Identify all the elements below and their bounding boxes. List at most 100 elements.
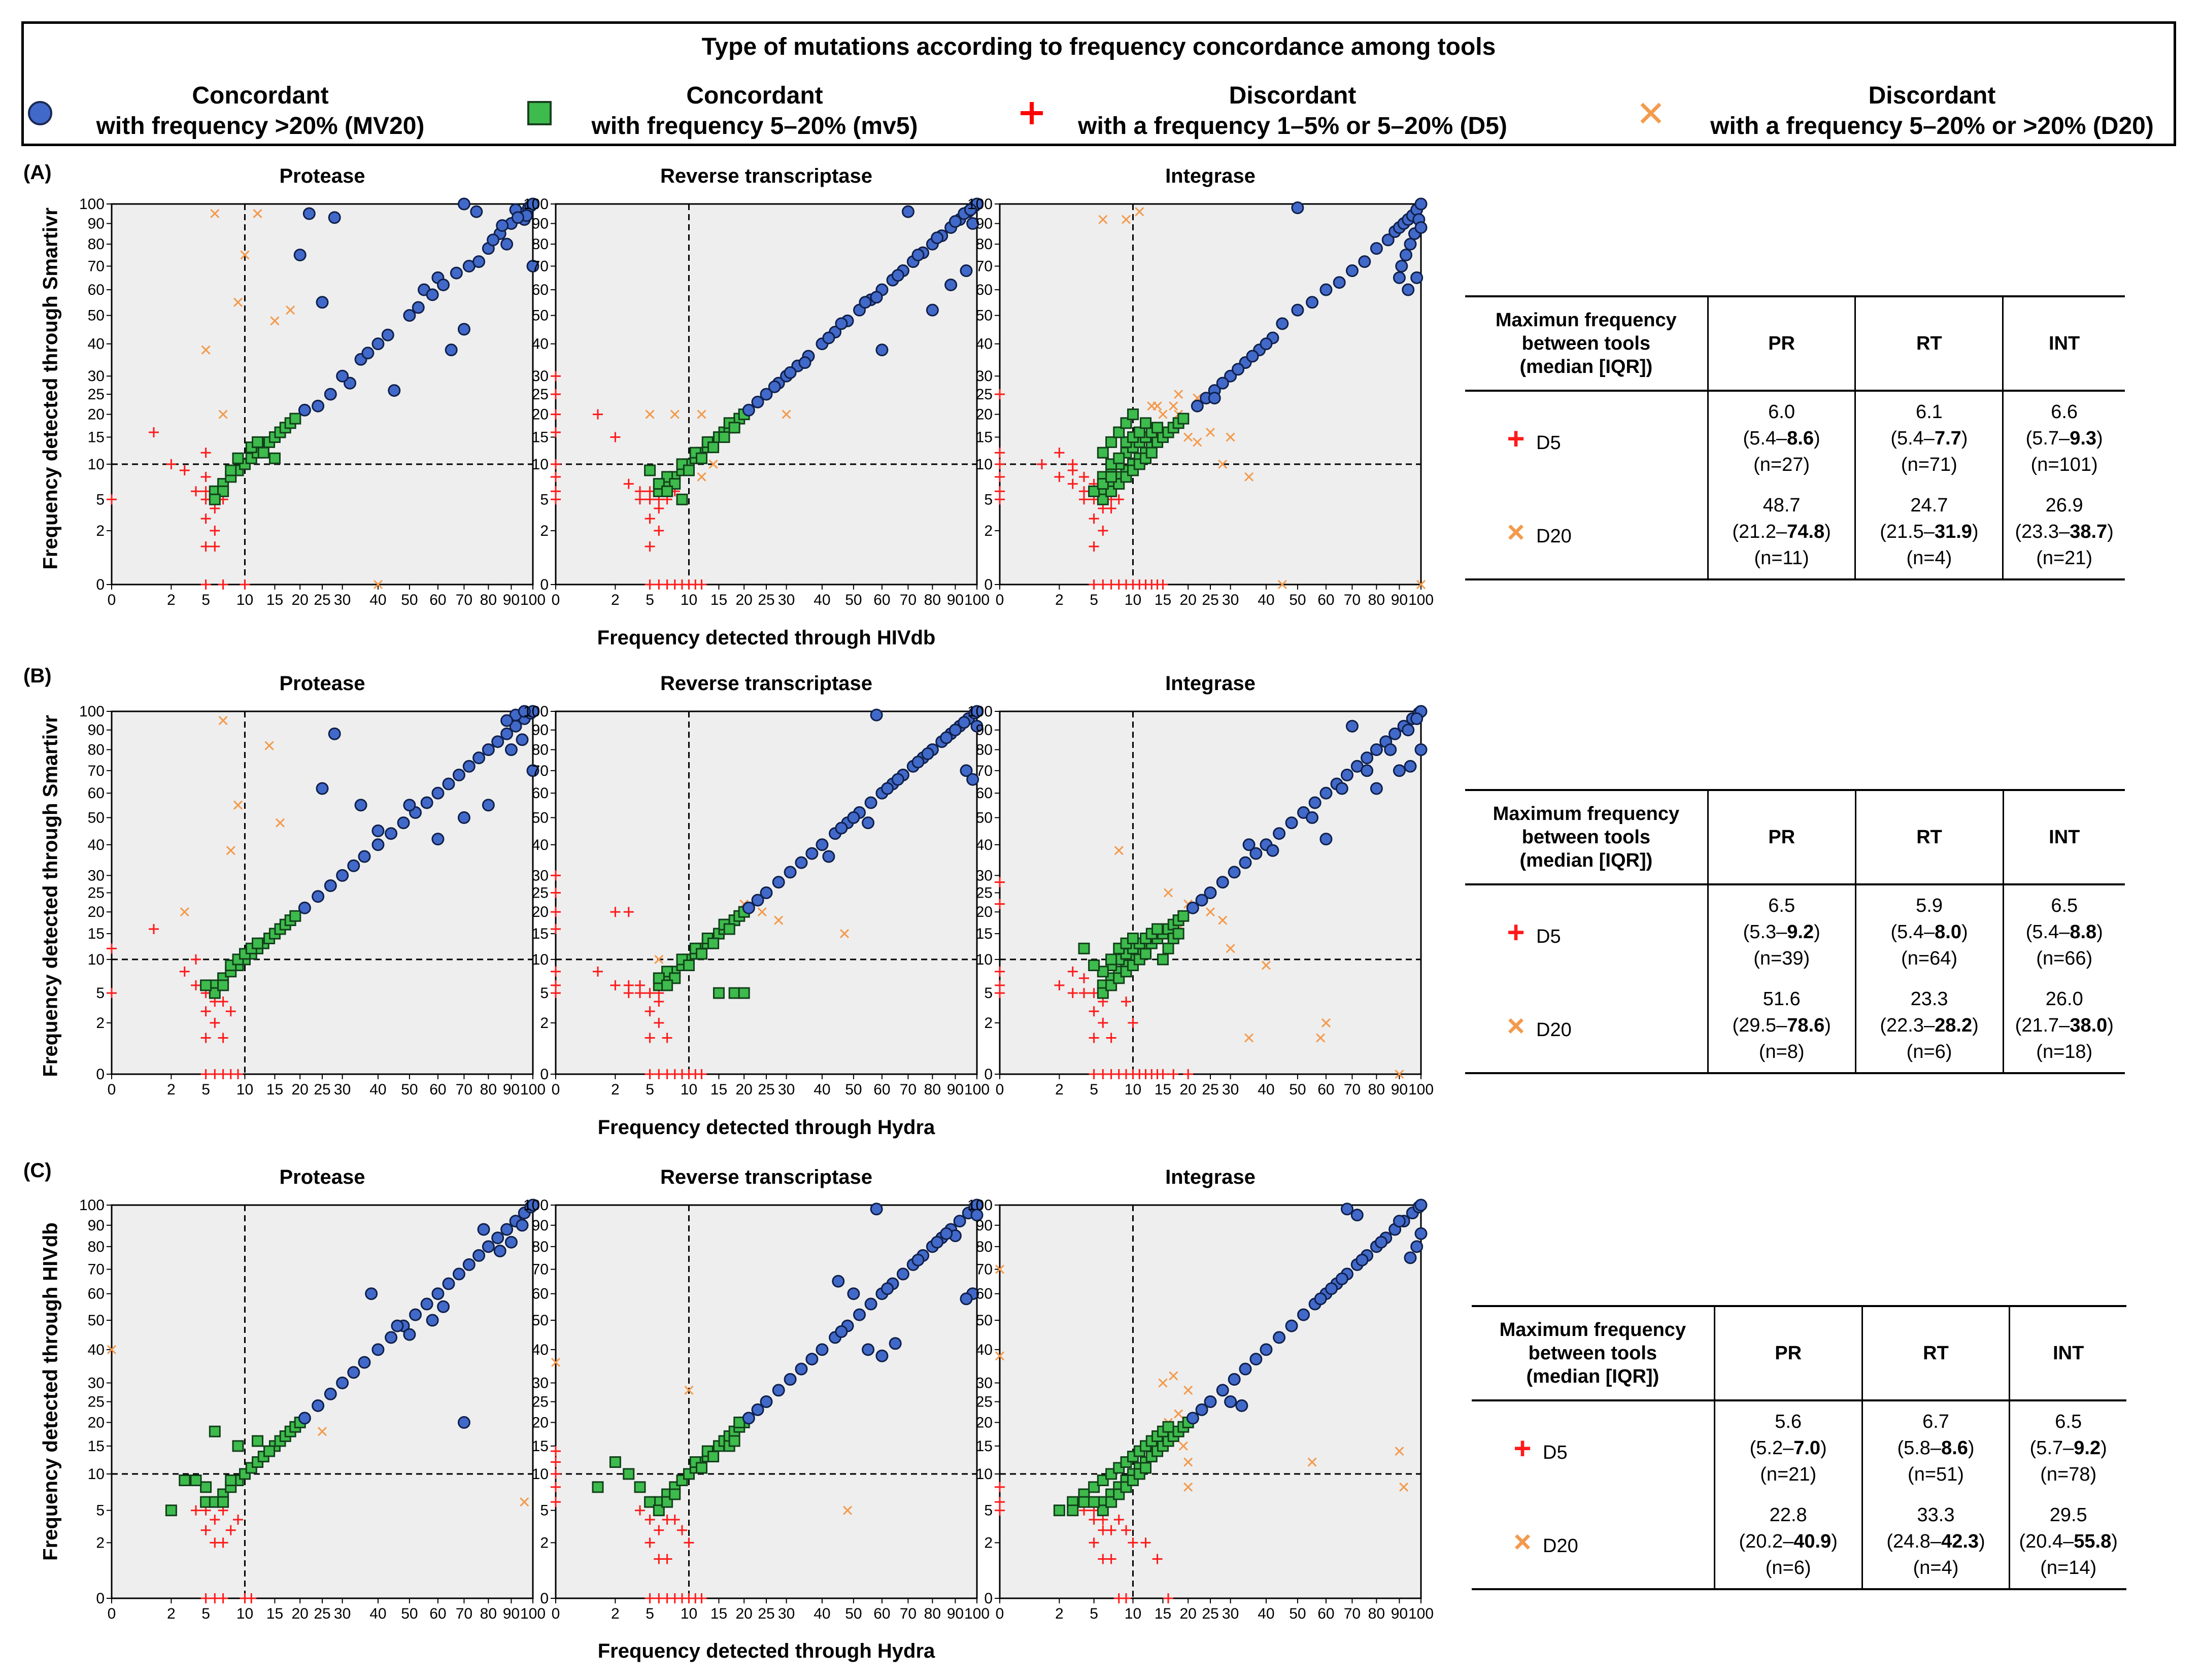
row-label-b: (B) xyxy=(23,665,52,687)
x-tick-label: 30 xyxy=(1222,1081,1239,1098)
y-tick-label: 80 xyxy=(88,1239,105,1255)
d5-point xyxy=(1168,1069,1179,1079)
mv20-point xyxy=(1314,1292,1327,1306)
mv20-point xyxy=(1340,1203,1353,1216)
d5-point xyxy=(200,1033,211,1043)
y-tick-label: 20 xyxy=(532,904,549,920)
mv20-point xyxy=(1381,233,1395,247)
d5-point xyxy=(995,448,1005,458)
mv20-point xyxy=(1414,1227,1428,1240)
x-tick-label: 15 xyxy=(1155,1081,1171,1098)
table-col-rt: RT xyxy=(1861,1306,2010,1400)
mv20-point xyxy=(1260,1343,1273,1356)
d20-point xyxy=(1193,437,1202,447)
mv20-point xyxy=(853,1308,866,1321)
mv5-point xyxy=(634,1481,646,1493)
mv5-point xyxy=(289,413,301,425)
x-tick-label: 70 xyxy=(1344,1605,1361,1622)
median-value: 26.0 xyxy=(2045,988,2083,1010)
table-cell: 33.3 (24.8–42.3) (n=4) xyxy=(1861,1495,2010,1589)
count-value: (n=71) xyxy=(1901,454,1957,475)
mv20-point xyxy=(1297,1308,1310,1321)
d5-point xyxy=(610,432,621,442)
d5-point xyxy=(551,1468,561,1479)
mv5-point xyxy=(252,937,264,949)
mv20-point xyxy=(470,205,483,218)
mv20-point xyxy=(881,1282,894,1295)
mv20-point xyxy=(457,811,470,824)
mv20-point xyxy=(1260,337,1273,351)
y-tick-label: 70 xyxy=(532,258,549,275)
d5-point xyxy=(551,459,561,469)
d5-point xyxy=(551,471,561,482)
iqr-value: (21.7–38.0) xyxy=(2015,1015,2114,1036)
mv5-point xyxy=(1113,426,1125,438)
y-tick-label: 10 xyxy=(88,1466,105,1483)
mv20-point xyxy=(891,773,904,786)
mv5-point xyxy=(644,464,656,476)
d5-point xyxy=(200,1593,211,1603)
x-tick-label: 50 xyxy=(1289,592,1306,608)
table-row-name: D20 xyxy=(1536,525,1572,547)
table-row: + D5 5.6 (5.2–7.0) (n=21) 6.7 (5.8–8.6) (n=51) 6… xyxy=(1472,1400,2126,1495)
x-tick-label: 80 xyxy=(480,1605,497,1622)
mv5-point xyxy=(718,431,730,443)
mv20-point xyxy=(457,323,470,336)
mv20-point xyxy=(1224,1395,1237,1408)
d5-point xyxy=(995,471,1005,482)
mv20-point xyxy=(450,266,463,280)
median-value: 33.3 xyxy=(1917,1504,1955,1526)
y-tick-label: 50 xyxy=(88,809,105,826)
y-tick-label: 2 xyxy=(540,523,549,539)
mv20-point xyxy=(784,1373,797,1386)
y-tick-label: 70 xyxy=(532,1261,549,1278)
x-tick-label: 60 xyxy=(429,592,446,608)
y-tick-label: 25 xyxy=(532,885,549,902)
d5-point xyxy=(210,525,220,536)
mv20-point xyxy=(477,1223,490,1236)
x-tick-label: 0 xyxy=(996,1605,1004,1622)
mv5-point xyxy=(1140,948,1152,960)
mv20-point xyxy=(798,356,811,369)
d20-point xyxy=(1114,846,1124,855)
d20-point xyxy=(1147,401,1157,411)
mv5-point xyxy=(190,1475,202,1486)
mv20-point xyxy=(1285,816,1298,830)
median-value: 6.7 xyxy=(1922,1411,1949,1432)
mv20-point xyxy=(312,1399,325,1412)
mv20-point xyxy=(1291,303,1304,317)
d5-point xyxy=(225,1525,236,1535)
y-tick-label: 15 xyxy=(88,925,105,942)
x-tick-label: 25 xyxy=(1202,1605,1218,1622)
mv20-point xyxy=(431,833,445,846)
legend-line2: with a frequency 1–5% or 5–20% (D5) xyxy=(1078,113,1507,140)
mv20-point xyxy=(751,395,764,408)
mv20-point xyxy=(1285,1319,1298,1332)
mv20-point xyxy=(420,796,433,809)
x-tick-label: 80 xyxy=(1368,1605,1385,1622)
y-tick-label: 0 xyxy=(540,1590,549,1607)
d20-point xyxy=(1183,1457,1193,1467)
mv20-point xyxy=(1361,751,1374,765)
count-value: (n=27) xyxy=(1753,454,1810,475)
mv20-point xyxy=(1370,782,1383,795)
mv20-point xyxy=(862,816,875,830)
cross-marker-icon xyxy=(1640,102,1662,124)
d5-point xyxy=(1067,966,1078,977)
x-tick-label: 70 xyxy=(900,592,917,608)
iqr-value: (23.3–38.7) xyxy=(2015,521,2114,542)
mv20-point xyxy=(1345,264,1359,278)
count-value: (n=14) xyxy=(2040,1557,2097,1579)
y-tick-label: 60 xyxy=(88,785,105,802)
mv5-point xyxy=(723,923,735,935)
y-tick-label: 30 xyxy=(532,1375,549,1392)
table-header-label: Maximum frequency between tools (median … xyxy=(1493,803,1680,871)
mv5-point xyxy=(1078,1496,1090,1508)
count-value: (n=101) xyxy=(2030,454,2098,475)
mv20-point xyxy=(442,1277,455,1290)
d5-point xyxy=(246,1593,257,1603)
mv20-point xyxy=(293,248,307,261)
mv20-point xyxy=(1186,901,1199,914)
mv5-point xyxy=(1097,966,1109,978)
x-tick-label: 10 xyxy=(1125,592,1141,608)
